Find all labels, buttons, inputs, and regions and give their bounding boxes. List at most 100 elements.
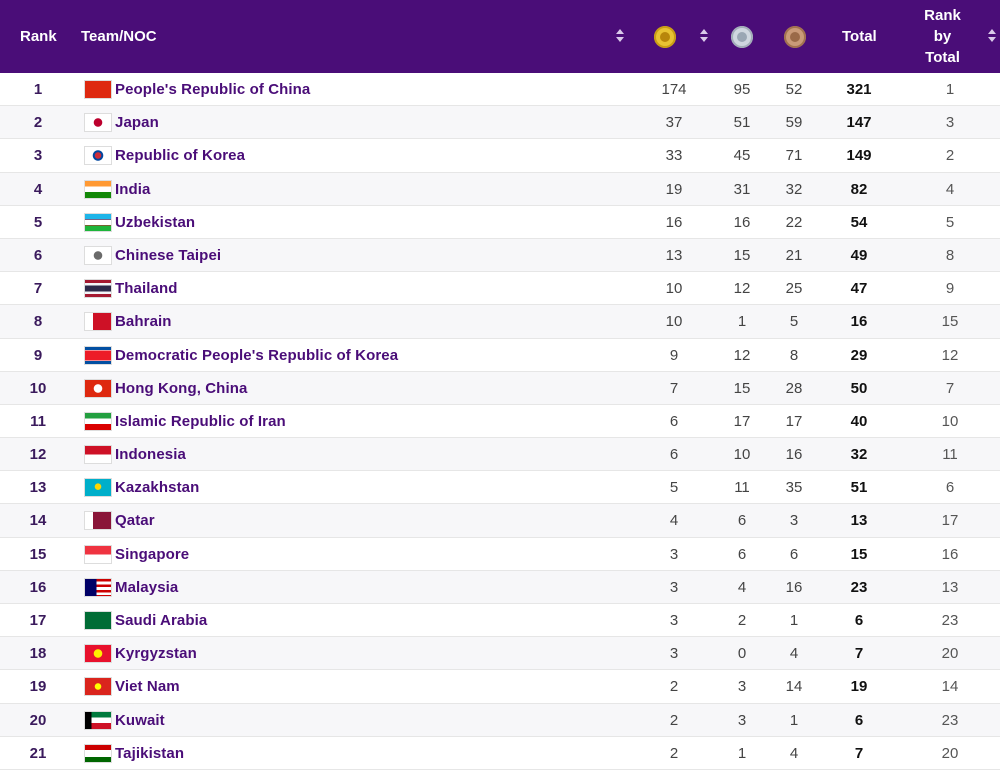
chinese-taipei-flag-icon [84,245,112,265]
bronze-count: 17 [785,412,803,430]
uzbekistan-flag-icon [84,212,112,232]
team-name-link[interactable]: Malaysia [115,578,179,596]
rank-column-header[interactable]: Rank [20,28,57,45]
table-row[interactable]: 18 Kyrgyzstan 3 0 4 7 20 [0,637,1000,671]
rank-cell: 9 [33,346,43,364]
team-name-link[interactable]: Democratic People's Republic of Korea [115,346,399,364]
gold-count: 174 [661,81,687,98]
total-count: 6 [854,612,864,629]
bronze-count: 14 [785,678,803,696]
table-row[interactable]: 14 Qatar 4 6 3 13 17 [0,504,1000,538]
gold-medal-icon[interactable] [654,26,676,48]
team-column-header[interactable]: Team/NOC [81,28,157,45]
total-count: 7 [854,744,864,762]
gold-count: 7 [669,379,679,397]
rank-by-total-cell: 14 [941,678,959,696]
team-name-link[interactable]: Tajikistan [115,744,185,762]
total-count: 23 [850,578,868,596]
table-row[interactable]: 16 Malaysia 3 4 16 23 13 [0,570,1000,604]
table-row[interactable]: 19 Viet Nam 2 3 14 19 14 [0,670,1000,704]
kuwait-flag-icon [84,710,112,730]
table-row[interactable]: 21 Tajikistan 2 1 4 7 20 [0,736,1000,770]
team-name-link[interactable]: Chinese Taipei [115,246,222,264]
team-name-link[interactable]: Singapore [115,545,190,563]
silver-count: 3 [737,678,747,696]
table-row[interactable]: 7 Thailand 10 12 25 47 9 [0,272,1000,306]
thailand-flag-icon [84,279,112,299]
malaysia-flag-icon [84,577,112,597]
bronze-count: 4 [789,744,799,762]
team-name-link[interactable]: Hong Kong, China [115,379,248,397]
table-row[interactable]: 13 Kazakhstan 5 11 35 51 6 [0,471,1000,505]
iran-flag-icon [84,411,112,431]
table-row[interactable]: 4 India 19 31 32 82 4 [0,172,1000,206]
silver-count: 45 [733,147,751,165]
table-row[interactable]: 15 Singapore 3 6 6 15 16 [0,537,1000,571]
bronze-count: 32 [785,180,803,198]
bronze-count: 1 [789,711,799,729]
rank-cell: 3 [33,147,43,165]
bronze-count: 1 [789,612,799,629]
team-name-link[interactable]: Viet Nam [115,678,180,696]
total-count: 49 [850,246,868,264]
total-count: 50 [850,379,868,397]
total-count: 51 [850,479,868,497]
gold-count: 2 [669,744,679,762]
rank-by-total-cell: 1 [945,81,955,98]
tajikistan-flag-icon [84,743,112,763]
rank-by-total-cell: 3 [945,114,955,132]
bronze-count: 25 [785,280,803,298]
table-row[interactable]: 12 Indonesia 6 10 16 32 11 [0,438,1000,472]
silver-count: 16 [733,213,751,231]
table-row[interactable]: 17 Saudi Arabia 3 2 1 6 23 [0,604,1000,638]
silver-count: 11 [734,479,750,497]
korea-flag-icon [84,146,112,166]
team-name-link[interactable]: Japan [115,114,159,132]
table-row[interactable]: 2 Japan 37 51 59 147 3 [0,106,1000,140]
team-name-link[interactable]: Republic of Korea [115,147,246,165]
team-name-link[interactable]: Kyrgyzstan [115,645,197,663]
rank-by-total-column-header[interactable]: Rank by Total [915,0,970,73]
silver-count: 95 [733,81,751,98]
rank-by-total-cell: 16 [941,545,959,563]
team-name-link[interactable]: Thailand [115,280,178,298]
team-name-link[interactable]: India [115,180,151,198]
table-row[interactable]: 20 Kuwait 2 3 1 6 23 [0,703,1000,737]
silver-medal-icon[interactable] [731,26,753,48]
rank-by-total-line: Total [925,49,960,66]
team-name-link[interactable]: Saudi Arabia [115,612,208,629]
team-name-link[interactable]: Kazakhstan [115,479,200,497]
bronze-medal-icon[interactable] [784,26,806,48]
silver-count: 12 [733,346,751,364]
total-count: 149 [846,147,872,165]
rank-by-total-cell: 23 [941,711,959,729]
silver-count: 15 [733,379,751,397]
total-count: 40 [850,412,868,430]
team-name-link[interactable]: Indonesia [115,446,186,464]
bronze-count: 5 [789,313,799,331]
bronze-count: 22 [785,213,803,231]
total-column-header[interactable]: Total [842,28,877,45]
table-row[interactable]: 3 Republic of Korea 33 45 71 149 2 [0,139,1000,173]
team-name-link[interactable]: Uzbekistan [115,213,196,231]
saudi-arabia-flag-icon [84,611,112,630]
gold-count: 3 [669,612,679,629]
table-row[interactable]: 10 Hong Kong, China 7 15 28 50 7 [0,371,1000,405]
team-name-link[interactable]: Bahrain [115,313,172,331]
table-row[interactable]: 6 Chinese Taipei 13 15 21 49 8 [0,238,1000,273]
table-row[interactable]: 9 Democratic People's Republic of Korea 9 1… [0,338,1000,372]
team-name-link[interactable]: People's Republic of China [115,81,311,98]
gold-count: 3 [669,645,679,663]
team-name-link[interactable]: Qatar [115,512,155,530]
table-row[interactable]: 11 Islamic Republic of Iran 6 17 17 40 10 [0,404,1000,439]
total-count: 19 [850,678,868,696]
gold-count: 19 [665,180,683,198]
rank-cell: 1 [33,81,43,98]
team-name-link[interactable]: Islamic Republic of Iran [115,412,286,430]
table-row[interactable]: 1 People's Republic of China 174 95 52 321 1 [0,73,1000,107]
table-row[interactable]: 8 Bahrain 10 1 5 16 15 [0,305,1000,339]
total-count: 6 [854,711,864,729]
rank-by-total-cell: 9 [945,280,955,298]
table-row[interactable]: 5 Uzbekistan 16 16 22 54 5 [0,205,1000,239]
team-name-link[interactable]: Kuwait [115,711,165,729]
